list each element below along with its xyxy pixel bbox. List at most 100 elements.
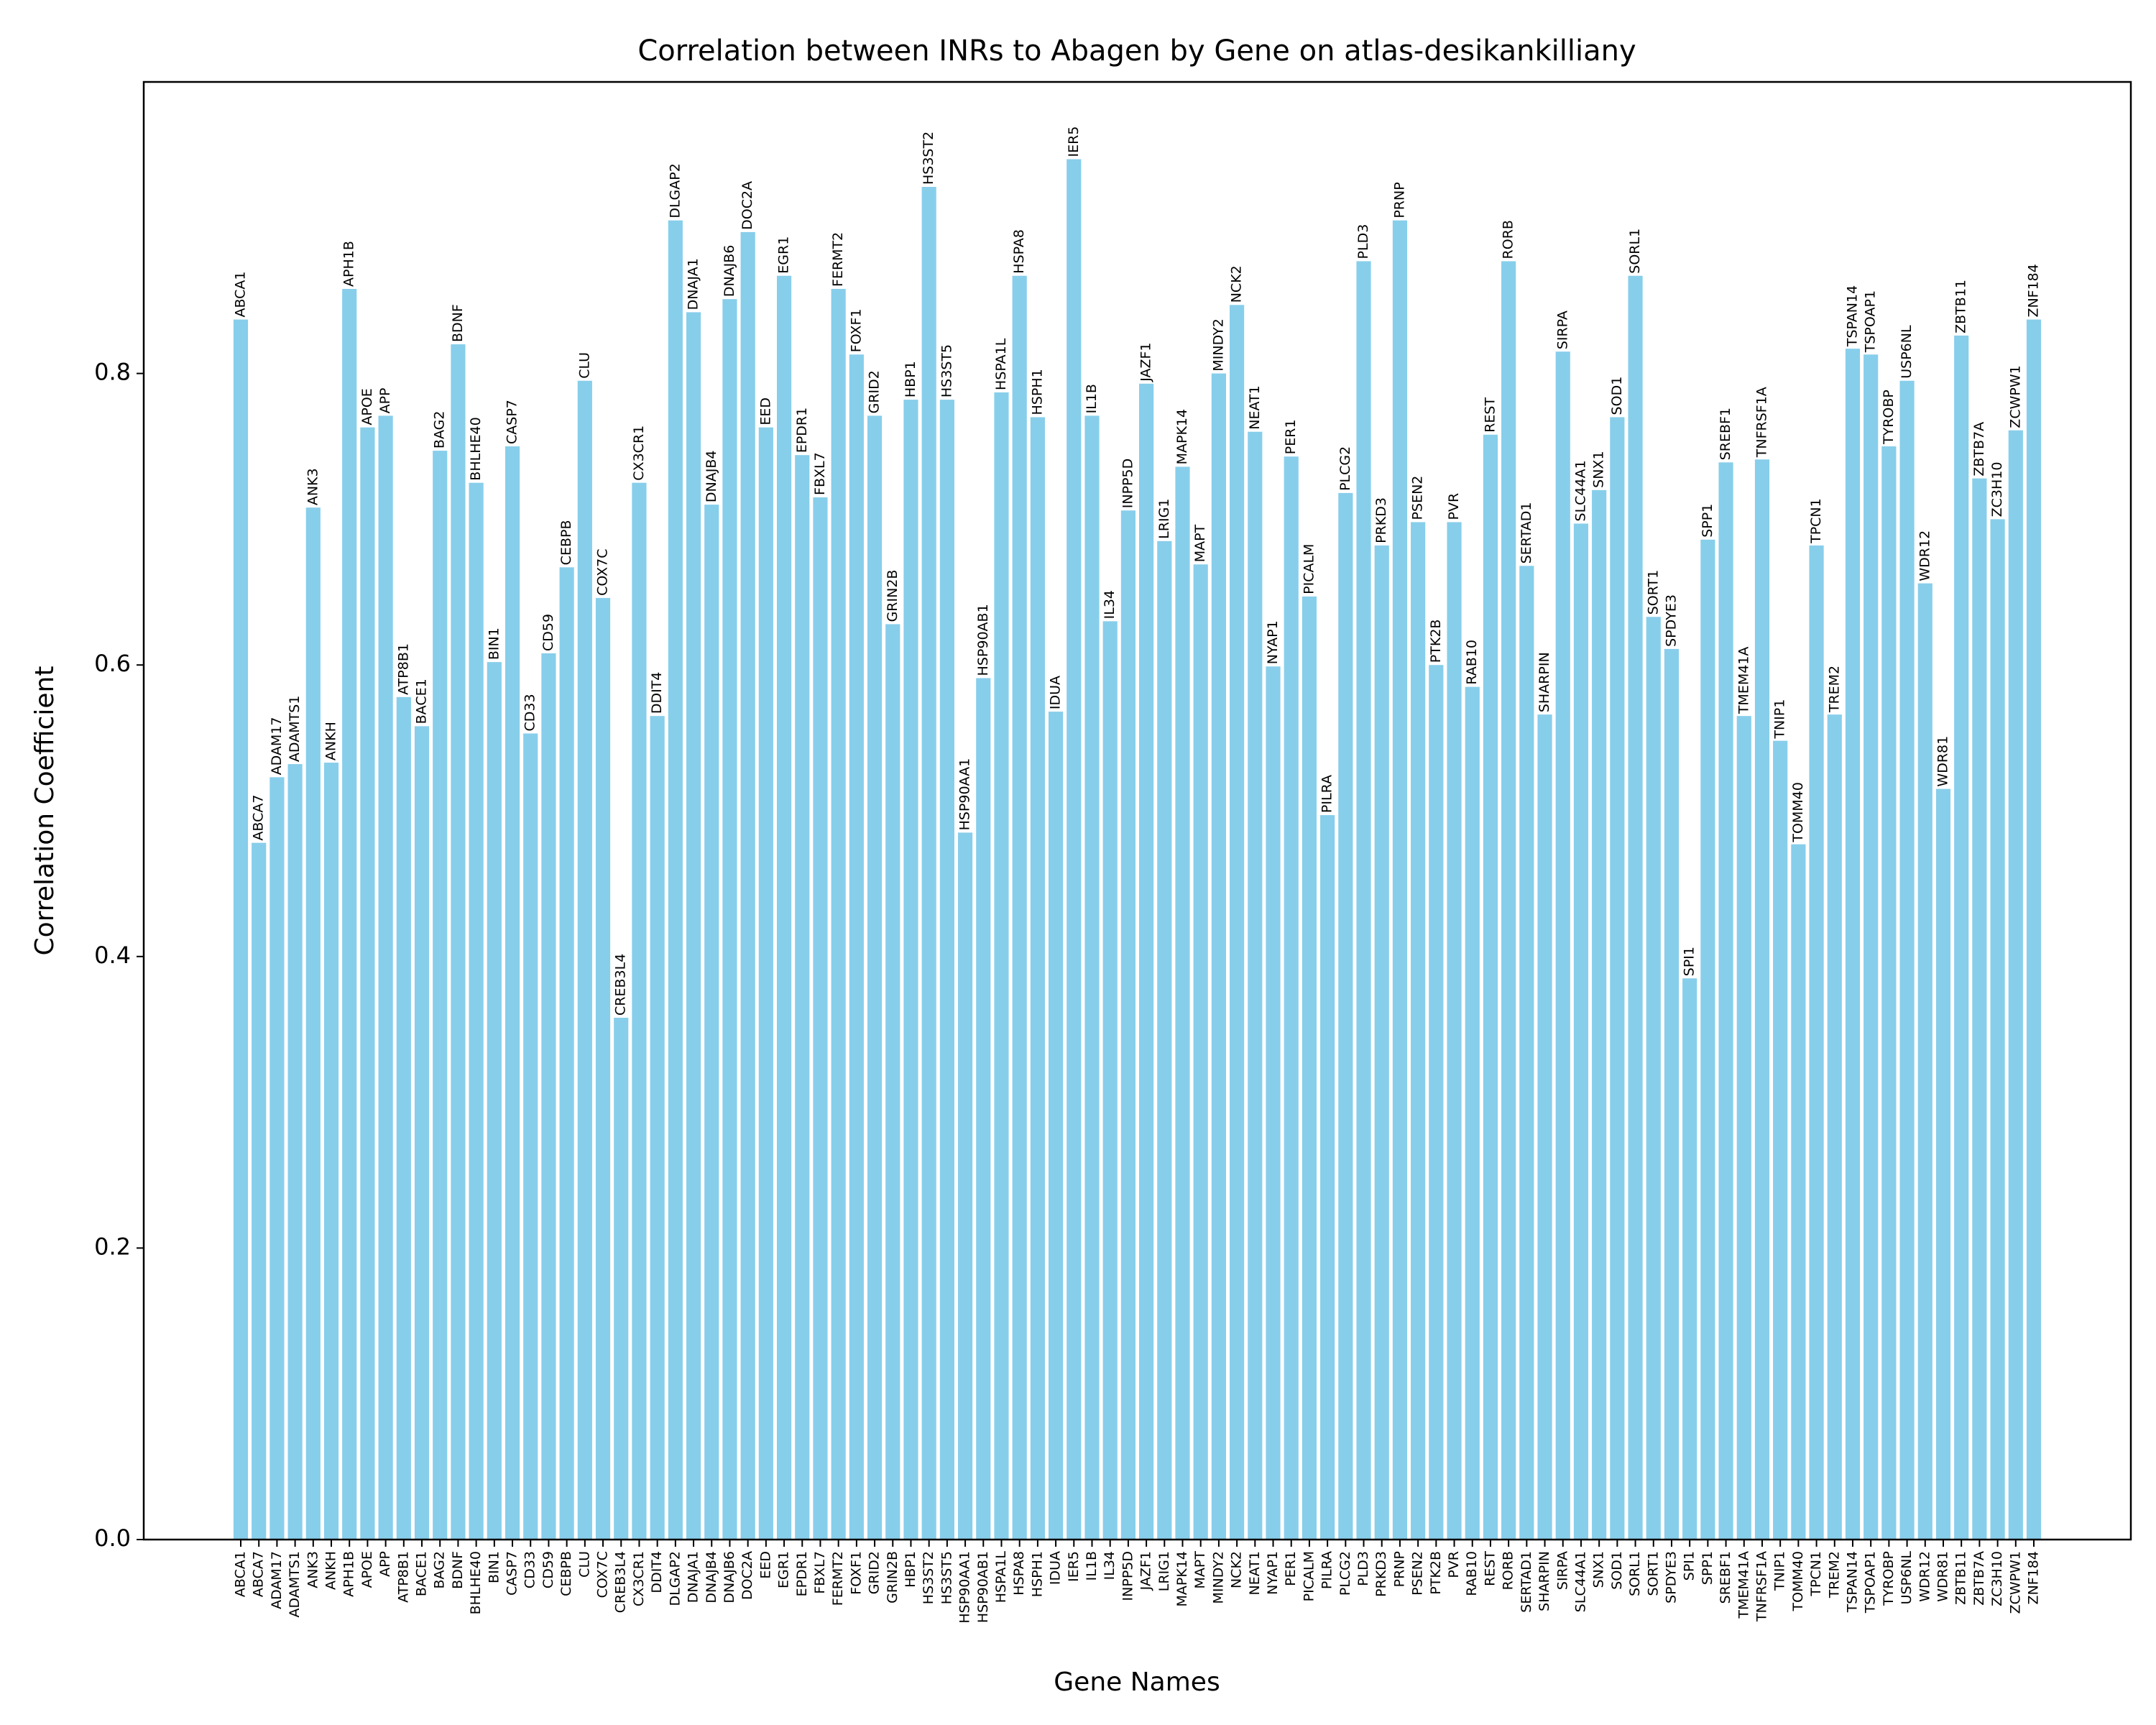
- x-tick-label: NEAT1: [1247, 1551, 1263, 1595]
- y-tick-label: 0.6: [94, 650, 131, 677]
- chart-title: Correlation between INRs to Abagen by Ge…: [637, 34, 1636, 68]
- bar-data-label: SHARPIN: [1537, 652, 1552, 712]
- bar: [740, 231, 755, 1540]
- x-tick-label: ZBTB11: [1953, 1551, 1969, 1605]
- bar-data-label: CD33: [522, 694, 538, 731]
- bar: [686, 312, 701, 1540]
- bar-data-label: CREB3L4: [613, 954, 629, 1016]
- x-tick-label: BAG2: [432, 1551, 448, 1589]
- x-tick-label: SREBF1: [1718, 1551, 1733, 1604]
- bar: [939, 400, 954, 1540]
- bar: [505, 446, 520, 1540]
- bar-data-label: TOMM40: [1790, 782, 1806, 843]
- bar-data-label: DNAJB4: [704, 451, 719, 503]
- x-tick-label: SPDYE3: [1663, 1551, 1679, 1604]
- bar-data-label: EED: [757, 397, 773, 426]
- bar: [1881, 446, 1897, 1540]
- x-tick-label: HBP1: [903, 1551, 918, 1588]
- x-tick-label: HSPH1: [1029, 1551, 1045, 1597]
- x-tick-label: DNAJB4: [704, 1551, 719, 1604]
- bar: [1320, 815, 1335, 1540]
- bar-data-label: EPDR1: [794, 408, 810, 453]
- x-tick-label: CASP7: [505, 1551, 520, 1596]
- bar-data-label: PLCG2: [1337, 446, 1353, 491]
- x-tick-label: ADAMTS1: [287, 1551, 303, 1617]
- x-tick-label: APOE: [359, 1551, 375, 1588]
- bar: [903, 400, 918, 1540]
- bar: [1754, 459, 1770, 1540]
- bar: [252, 842, 267, 1540]
- bar: [722, 299, 737, 1540]
- bar: [287, 764, 303, 1540]
- bar: [433, 451, 448, 1540]
- bar-data-label: EGR1: [776, 236, 792, 274]
- bar-data-label: ZC3H10: [1989, 462, 2005, 518]
- bar: [1338, 492, 1353, 1540]
- x-tick-label: CEBPB: [558, 1551, 574, 1596]
- y-tick-label: 0.2: [94, 1233, 131, 1260]
- bar-data-label: TSPOAP1: [1863, 290, 1879, 353]
- bar: [1501, 261, 1516, 1540]
- bar-data-label: SPP1: [1700, 504, 1715, 538]
- y-tick-label: 0.0: [94, 1524, 131, 1552]
- bar-data-label: HSP90AB1: [975, 604, 991, 676]
- bar: [577, 380, 592, 1540]
- x-tick-label: RAB10: [1464, 1551, 1480, 1596]
- bar: [1899, 380, 1915, 1540]
- x-tick-label: BIN1: [486, 1551, 502, 1583]
- bar: [758, 427, 773, 1540]
- bar: [1012, 275, 1027, 1540]
- x-tick-label: ZC3H10: [1989, 1551, 2005, 1606]
- bar: [1610, 417, 1625, 1540]
- bar-data-label: ZCWPW1: [2007, 365, 2023, 428]
- bar: [1555, 351, 1570, 1540]
- bar-data-label: SREBF1: [1718, 408, 1733, 460]
- x-tick-label: PTK2B: [1428, 1551, 1444, 1595]
- bar: [921, 187, 936, 1540]
- bar-data-label: SLC44A1: [1572, 460, 1588, 521]
- bar: [323, 763, 339, 1540]
- x-tick-label: NCK2: [1229, 1551, 1245, 1588]
- bar: [1102, 621, 1118, 1540]
- x-tick-label: CX3CR1: [631, 1551, 647, 1606]
- bar-data-label: TNFRSF1A: [1754, 387, 1769, 458]
- x-tick-label: HSP90AB1: [975, 1551, 991, 1623]
- bar-data-label: PLD3: [1355, 224, 1371, 259]
- x-tick-label: FERMT2: [830, 1551, 846, 1606]
- bar-data-label: SPDYE3: [1663, 594, 1679, 647]
- x-tick-label: CLU: [576, 1551, 592, 1578]
- x-tick-label: PRNP: [1391, 1551, 1407, 1587]
- bar: [1954, 335, 1969, 1540]
- bar: [1248, 431, 1263, 1540]
- bar: [994, 392, 1009, 1540]
- bar: [469, 482, 484, 1540]
- x-tick-label: IDUA: [1048, 1551, 1064, 1585]
- x-tick-label: MAPK14: [1174, 1551, 1190, 1606]
- bar: [1935, 788, 1951, 1540]
- x-tick-label: PER1: [1283, 1551, 1299, 1586]
- x-tick-label: WDR81: [1935, 1551, 1950, 1602]
- bar: [1084, 415, 1100, 1540]
- bar: [1356, 261, 1371, 1540]
- x-tick-label: MAPT: [1192, 1551, 1208, 1589]
- bar: [1791, 844, 1806, 1540]
- bar: [867, 415, 883, 1540]
- x-tick-label: ANK3: [305, 1551, 321, 1588]
- bar-data-label: INPP5D: [1120, 459, 1135, 508]
- bar-data-label: HSPA8: [1011, 229, 1027, 274]
- bar: [270, 777, 285, 1540]
- x-tick-label: USP6NL: [1899, 1551, 1915, 1605]
- x-tick-label: SNX1: [1591, 1551, 1607, 1588]
- x-tick-label: TSPAN14: [1844, 1551, 1860, 1613]
- bar-data-label: DOC2A: [740, 181, 755, 230]
- bar: [342, 288, 357, 1540]
- x-tick-label: ZNF184: [2026, 1551, 2042, 1604]
- x-tick-label: ABCA7: [251, 1551, 267, 1597]
- x-tick-label: EGR1: [776, 1551, 792, 1588]
- bar-data-label: SPI1: [1682, 947, 1697, 976]
- bar-data-label: RAB10: [1464, 640, 1480, 685]
- bar: [1139, 383, 1154, 1540]
- bar: [1175, 466, 1190, 1540]
- bar-data-label: FOXF1: [848, 309, 864, 353]
- bar-data-label: NCK2: [1229, 265, 1245, 303]
